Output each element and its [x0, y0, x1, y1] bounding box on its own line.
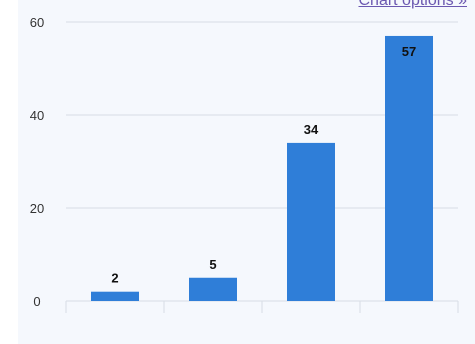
data-label: 57 — [402, 44, 416, 59]
data-label: 5 — [209, 257, 216, 272]
bar[interactable] — [385, 35, 433, 301]
y-tick-label: 60 — [30, 15, 44, 30]
bar[interactable] — [91, 291, 139, 301]
y-tick-label: 20 — [30, 201, 44, 216]
y-tick-label: 40 — [30, 108, 44, 123]
y-tick-label: 0 — [33, 294, 40, 309]
chart-options-link[interactable]: Chart options » — [358, 0, 467, 16]
data-label: 34 — [304, 122, 319, 137]
bar[interactable] — [189, 277, 237, 301]
data-label: 2 — [111, 271, 118, 286]
chart-options-label: Chart options » — [358, 0, 467, 9]
bar[interactable] — [287, 142, 335, 301]
